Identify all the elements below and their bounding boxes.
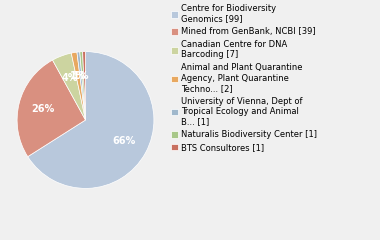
Wedge shape: [52, 53, 86, 120]
Text: 66%: 66%: [113, 136, 136, 146]
Wedge shape: [28, 52, 154, 188]
Wedge shape: [80, 52, 86, 120]
Text: 1%: 1%: [70, 71, 86, 81]
Text: 4%: 4%: [62, 73, 78, 83]
Wedge shape: [77, 52, 86, 120]
Text: 26%: 26%: [31, 104, 54, 114]
Text: 1%: 1%: [73, 71, 89, 81]
Wedge shape: [82, 52, 86, 120]
Wedge shape: [17, 60, 85, 157]
Legend: Centre for Biodiversity
Genomics [99], Mined from GenBank, NCBI [39], Canadian C: Centre for Biodiversity Genomics [99], M…: [171, 4, 317, 152]
Wedge shape: [71, 52, 86, 120]
